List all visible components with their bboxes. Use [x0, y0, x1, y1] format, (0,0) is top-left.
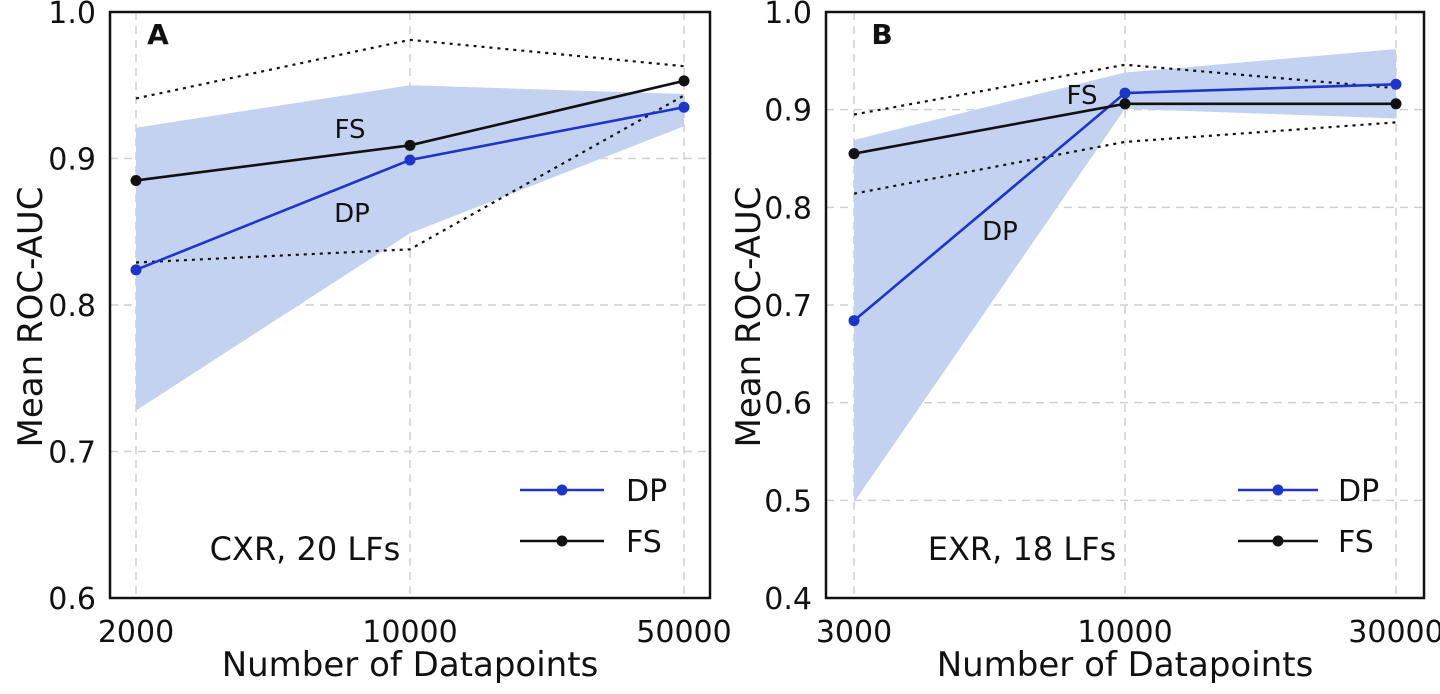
y-tick-label: 0.4 — [764, 582, 812, 617]
fs-inline-label: FS — [334, 115, 365, 145]
panel-label: B — [871, 18, 892, 51]
panel-label: A — [147, 18, 169, 51]
dp-confidence-band — [136, 85, 684, 411]
legend-label-fs: FS — [626, 525, 662, 560]
y-axis-label: Mean ROC-AUC — [11, 187, 51, 448]
dp-inline-label: DP — [334, 199, 370, 229]
y-tick-label: 0.9 — [48, 143, 96, 178]
fs-bound-lower — [135, 94, 685, 264]
fs-bound-upper — [135, 38, 685, 100]
data-point-fs — [1119, 98, 1131, 110]
dataset-annotation: EXR, 18 LFs — [928, 530, 1117, 568]
y-axis-label: Mean ROC-AUC — [729, 187, 769, 448]
data-point-dp — [404, 154, 416, 166]
y-tick-label: 1.0 — [48, 0, 96, 31]
plot-frame — [824, 10, 1426, 600]
x-tick-label: 10000 — [1077, 615, 1172, 650]
legend-label-dp: DP — [1338, 474, 1379, 509]
legend-label-dp: DP — [626, 474, 667, 509]
dataset-annotation: CXR, 20 LFs — [210, 530, 401, 568]
data-point-fs — [678, 75, 690, 87]
legend-marker-fs — [1272, 535, 1284, 547]
data-point-dp — [678, 101, 690, 113]
data-point-fs — [848, 148, 860, 160]
legend-marker-dp — [1272, 484, 1284, 496]
x-axis-label: Number of Datapoints — [937, 645, 1314, 685]
data-point-dp — [1390, 78, 1402, 90]
legend-marker-fs — [556, 535, 568, 547]
legend: DP FS — [520, 474, 667, 560]
y-tick-label: 0.7 — [764, 289, 812, 324]
x-axis-label: Number of Datapoints — [222, 645, 599, 685]
y-tick-label: 0.9 — [764, 94, 812, 129]
x-tick-label: 30000 — [1348, 615, 1440, 650]
data-point-dp — [848, 315, 860, 327]
fs-bound-lower — [853, 121, 1397, 195]
data-point-fs — [404, 139, 416, 151]
legend-label-fs: FS — [1338, 525, 1374, 560]
fs-inline-label: FS — [1066, 81, 1097, 111]
data-point-fs — [1390, 98, 1402, 110]
legend: DP FS — [1238, 474, 1379, 560]
legend-marker-dp — [556, 484, 568, 496]
y-tick-label: 0.8 — [48, 289, 96, 324]
panel-a: 0.6 0.7 0.8 0.9 1.0 2000 10000 50000 Number of D… — [11, 0, 732, 685]
data-point-dp — [1119, 87, 1131, 99]
y-tick-label: 0.8 — [764, 191, 812, 226]
y-tick-label: 0.7 — [48, 436, 96, 471]
y-tick-label: 1.0 — [764, 0, 812, 31]
x-tick-label: 3000 — [816, 615, 892, 650]
plot-frame — [108, 10, 712, 600]
y-tick-label: 0.6 — [764, 387, 812, 422]
dp-confidence-band — [854, 49, 1396, 503]
x-tick-label: 50000 — [636, 615, 731, 650]
x-tick-label: 10000 — [362, 615, 457, 650]
data-point-fs — [130, 174, 142, 186]
y-tick-label: 0.6 — [48, 582, 96, 617]
fs-bound-upper — [853, 63, 1397, 116]
dp-inline-label: DP — [982, 217, 1018, 247]
data-point-dp — [130, 264, 142, 276]
y-tick-label: 0.5 — [764, 484, 812, 519]
panel-b: 0.4 0.5 0.6 0.7 0.8 0.9 1.0 3000 10000 30000 Numbe… — [729, 0, 1440, 685]
x-tick-label: 2000 — [98, 615, 174, 650]
